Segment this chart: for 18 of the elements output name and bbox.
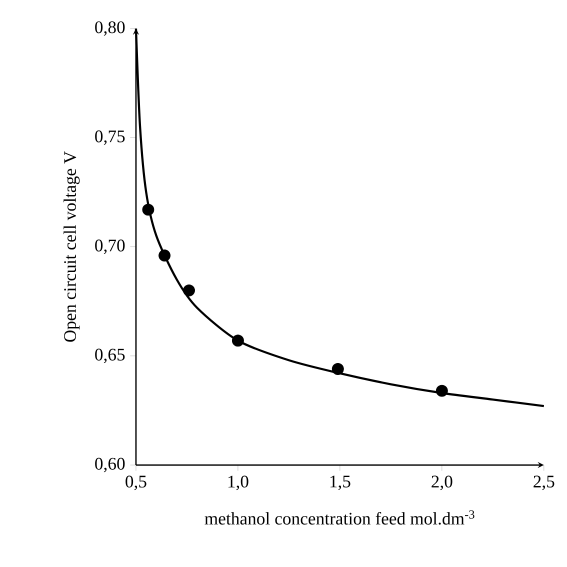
y-tick-label: 0,75	[95, 130, 125, 145]
point	[436, 384, 448, 397]
point	[232, 334, 244, 347]
x-tick-label: 0,5	[126, 476, 146, 490]
x-tick-label: 2,5	[534, 476, 554, 490]
y-tick-label: 0,60	[95, 458, 125, 472]
y-axis-title: Open circuit cell voltage V	[64, 151, 80, 342]
point	[332, 363, 344, 375]
y-tick-label: 0,65	[95, 348, 125, 364]
point	[158, 250, 171, 262]
x-axis-title: methanol concentration feed mol.dm$^{-3}$	[204, 510, 474, 525]
y-tick-label: 0,70	[95, 240, 125, 254]
x-tick-label: 1,5	[330, 476, 350, 490]
point	[142, 204, 154, 216]
x-tick-label: 2,0	[432, 476, 452, 490]
x-tick-label: 1,0	[228, 476, 248, 490]
point	[183, 284, 195, 296]
y-tick-label: 0,80	[95, 21, 125, 36]
